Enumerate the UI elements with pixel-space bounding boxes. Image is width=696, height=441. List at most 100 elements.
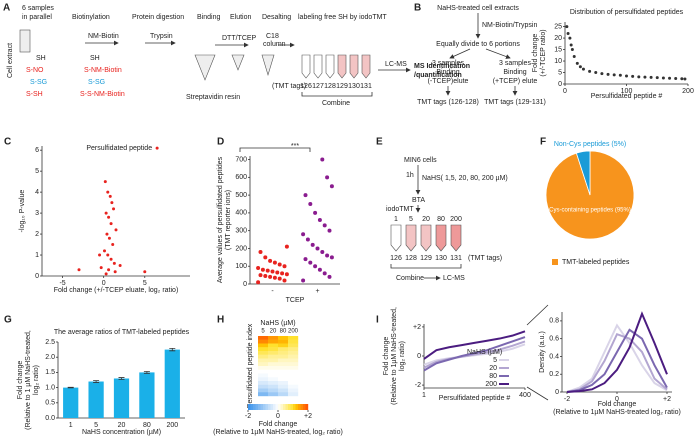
point — [329, 184, 334, 189]
bar — [63, 387, 79, 418]
panel-label: B — [414, 3, 421, 14]
text: 3 samples — [432, 60, 464, 67]
text: LC-MS — [443, 275, 465, 282]
y-axis-label: (+/-TCEP ratio) — [540, 29, 547, 76]
y-axis-label: Fold change — [532, 34, 539, 73]
text: (+TCEP) elute — [493, 78, 538, 85]
point — [102, 249, 106, 253]
text: S-SG — [30, 79, 47, 86]
text: Trypsin — [150, 33, 173, 40]
column-label: 80 — [280, 329, 287, 335]
point — [313, 210, 318, 215]
panel-label: F — [540, 137, 546, 148]
heat-cell — [288, 366, 299, 370]
heat-cell — [288, 381, 299, 385]
y-tick-label: 0.5 — [45, 400, 55, 407]
text: 1h — [406, 172, 414, 179]
heat-cell — [288, 362, 299, 367]
text: MIN6 cells — [404, 157, 437, 164]
point — [572, 54, 576, 58]
y-tick-label: +2 — [413, 324, 421, 331]
heat-cell — [288, 354, 299, 359]
y-tick-label: 400 — [235, 210, 247, 217]
point — [313, 264, 318, 269]
heat-cell — [278, 377, 289, 382]
column — [194, 54, 216, 81]
point — [325, 175, 330, 180]
point — [104, 211, 108, 215]
y-tick-label: 600 — [235, 174, 247, 181]
heat-cell — [268, 358, 279, 363]
colorbar — [290, 404, 294, 410]
y-tick-label: 6 — [35, 147, 39, 154]
point — [108, 194, 112, 198]
x-tick-label: + — [315, 288, 319, 295]
panel-label: E — [376, 137, 383, 148]
text: DTT/TCEP — [222, 35, 257, 42]
heat-cell — [268, 339, 279, 344]
y-axis-label: Fold change — [17, 361, 24, 400]
heat-cell — [278, 381, 289, 385]
heat-cell — [268, 347, 279, 352]
y-axis-label: Persulfidated peptide index — [247, 323, 254, 408]
text: S-NO — [26, 67, 44, 74]
x-tick-label: 1 — [69, 422, 73, 429]
heat-cell — [258, 347, 269, 352]
bar — [164, 349, 180, 418]
point — [143, 270, 147, 274]
point — [631, 74, 635, 78]
heat-cell — [258, 354, 269, 359]
annotation: Persulfidated peptide — [86, 145, 152, 152]
heat-cell — [288, 377, 299, 382]
point — [305, 237, 310, 242]
error-bar — [67, 386, 74, 389]
heat-cell — [278, 388, 289, 393]
point — [303, 193, 308, 198]
point — [105, 232, 109, 236]
x-tick-label: 200 — [682, 88, 694, 95]
point — [310, 242, 315, 247]
text: Combine — [322, 100, 350, 107]
legend-label: TMT-labeled peptides — [562, 259, 630, 266]
point — [618, 73, 622, 77]
text: 20 — [422, 216, 430, 223]
heat-cell — [268, 381, 279, 385]
y-tick-label: 700 — [235, 156, 247, 163]
legend-label: 5 — [493, 357, 497, 364]
heat-cell — [278, 358, 289, 363]
colorbar — [260, 404, 264, 410]
x-tick-label: -2 — [564, 396, 570, 403]
point — [256, 266, 261, 270]
point — [606, 72, 610, 76]
point — [256, 280, 261, 285]
heat-cell — [278, 339, 289, 344]
text: labeling free SH by iodoTMT — [298, 14, 387, 21]
heat-cell — [258, 336, 269, 340]
bar — [88, 381, 104, 418]
series-line — [566, 323, 668, 393]
text: 128 — [405, 255, 417, 262]
point — [322, 271, 327, 276]
colorbar — [253, 404, 256, 410]
heat-cell — [268, 351, 279, 355]
point — [683, 77, 687, 81]
text: NaHS( 1,5, 20, 80, 200 µM) — [422, 175, 508, 182]
column — [231, 54, 245, 71]
point — [320, 250, 325, 254]
x-axis-label: Persulfidated peptide # — [439, 395, 511, 402]
y-tick-label: 0 — [35, 273, 39, 280]
chart-title: The average ratios of TMT-labeled peptid… — [54, 329, 190, 336]
text: 80 — [437, 216, 445, 223]
heat-cell — [288, 343, 299, 348]
heat-cell — [258, 392, 269, 397]
chart-title: Distribution of persulfidated peptides — [570, 9, 684, 16]
heat-cell — [258, 358, 269, 363]
y-tick-label: 20 — [554, 35, 562, 42]
point — [106, 253, 110, 257]
heat-cell — [288, 392, 299, 397]
x-tick-label: 0 — [102, 280, 106, 287]
heat-cell — [258, 366, 269, 370]
point — [107, 215, 111, 219]
text: BTA — [412, 197, 425, 204]
text: column — [263, 41, 286, 48]
